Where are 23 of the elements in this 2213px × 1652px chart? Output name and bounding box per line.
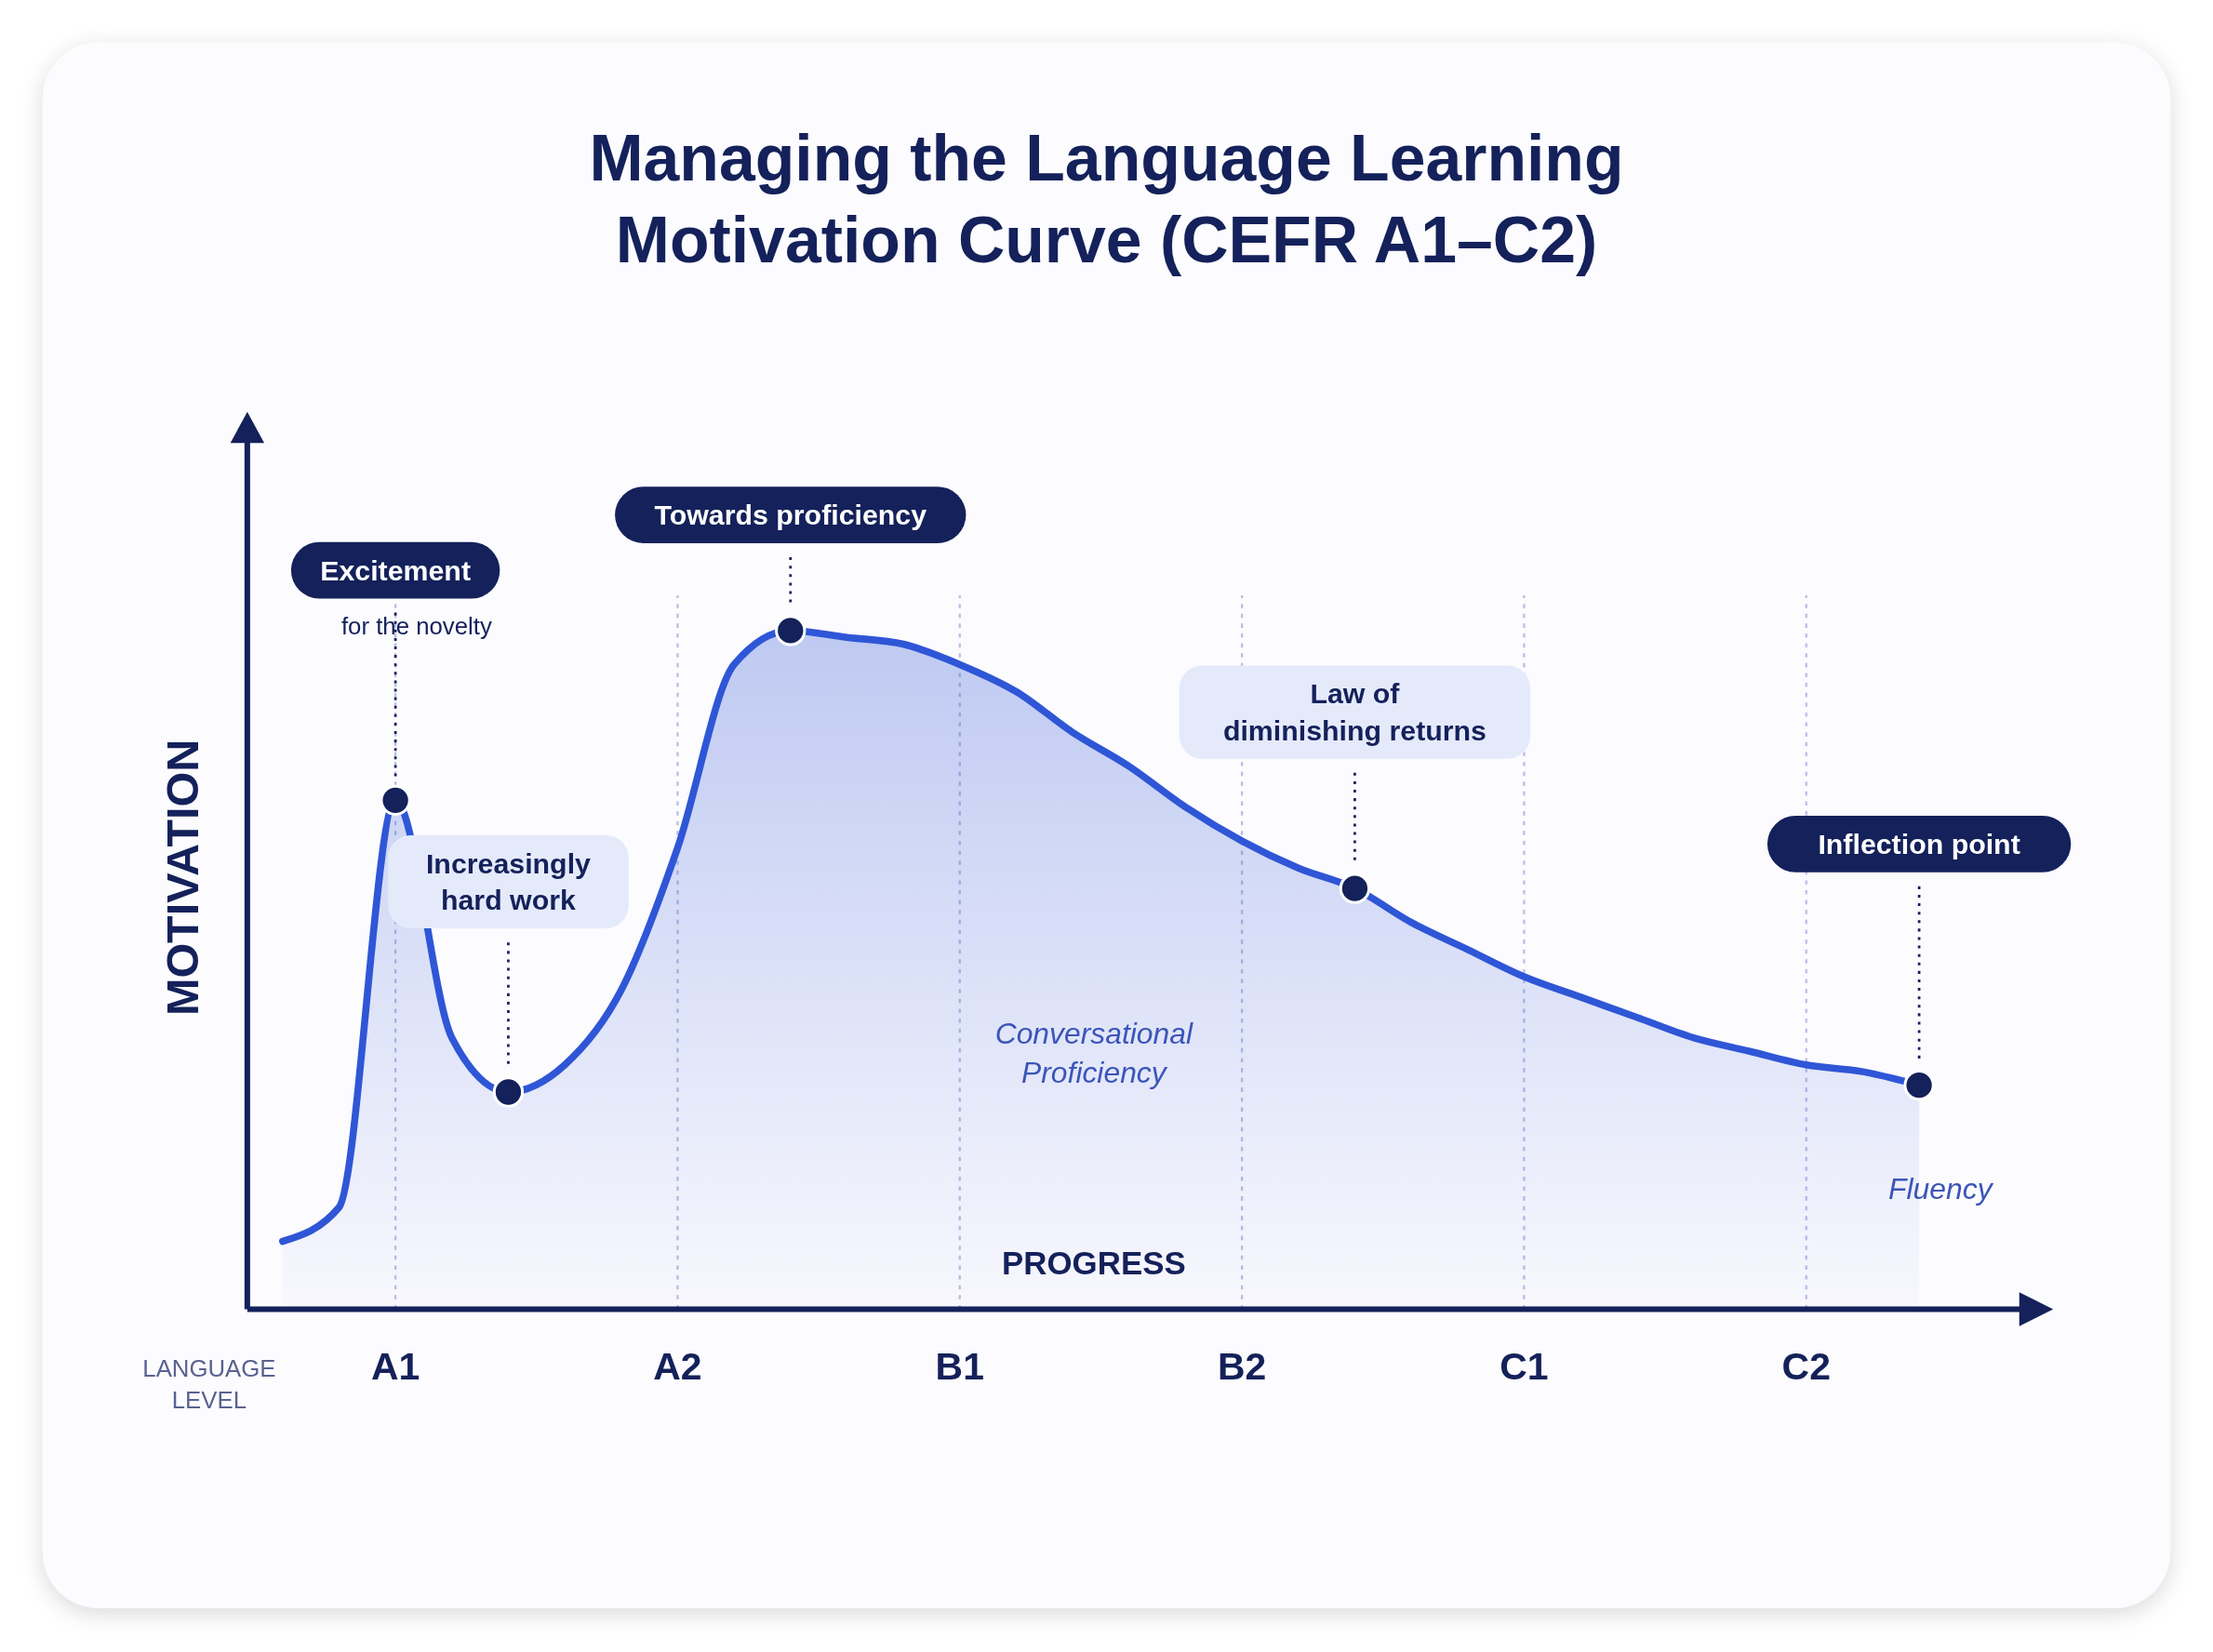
annotation: Increasingly hard work	[425, 847, 592, 916]
annotation: Conversational Proficiency	[994, 1017, 1193, 1089]
x-tick-label: C1	[1500, 1345, 1549, 1389]
x-tick-label: A2	[653, 1345, 702, 1389]
point	[1339, 873, 1371, 904]
text: LANGUAGE LEVEL	[142, 1355, 276, 1413]
y-axis-title: MOTIVATION	[156, 739, 207, 1017]
point	[1903, 1070, 1935, 1101]
x-axis-title: PROGRESS	[1002, 1244, 1186, 1281]
x-tick-label: A1	[370, 1345, 420, 1389]
annotation: Law of diminishing returns	[1222, 678, 1486, 746]
annotation: for the novelty	[340, 613, 492, 640]
annotation: Inflection point	[1818, 828, 2020, 859]
text: Towards proficiency	[654, 500, 927, 531]
chart-title: Managing the Language Learning Motivation Curve (CEFR A1–C2)	[589, 122, 1624, 277]
point	[492, 1076, 525, 1108]
point	[775, 615, 807, 646]
x-tick-label: C2	[1781, 1345, 1831, 1389]
x-tick-label: B2	[1217, 1345, 1267, 1389]
annotation: Fluency	[1888, 1172, 1994, 1206]
text: Excitement	[320, 554, 472, 586]
x-tick-label: B1	[935, 1345, 984, 1389]
point	[380, 784, 411, 817]
